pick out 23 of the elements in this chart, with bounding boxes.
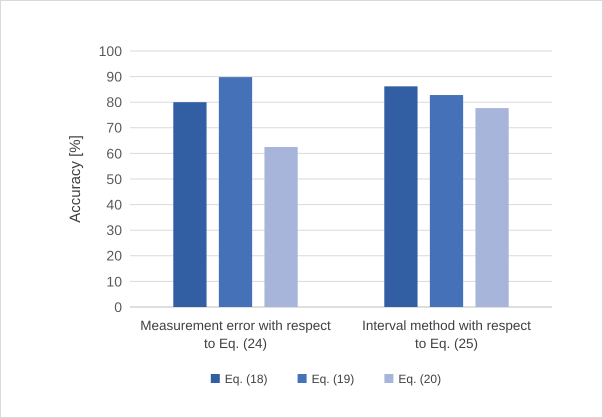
y-tick-label: 50 bbox=[106, 170, 122, 187]
bar bbox=[384, 86, 418, 307]
x-tick-label: Measurement error with respect to Eq. (24) bbox=[140, 318, 332, 351]
legend-label: Eq. (18) bbox=[224, 372, 268, 386]
y-tick-label: 40 bbox=[106, 196, 122, 212]
y-tick-label: 10 bbox=[106, 273, 122, 290]
y-tick-label: 70 bbox=[106, 120, 122, 136]
y-axis-title: Accuracy [%] bbox=[67, 135, 84, 223]
y-tick-label: 30 bbox=[106, 222, 122, 238]
bar bbox=[430, 95, 464, 307]
y-tick-label: 100 bbox=[98, 42, 122, 59]
y-tick-label: 20 bbox=[106, 248, 122, 264]
y-tick-label: 0 bbox=[114, 298, 122, 315]
bar bbox=[218, 77, 252, 307]
y-tick-label: 90 bbox=[106, 68, 122, 84]
legend-label: Eq. (19) bbox=[312, 372, 354, 386]
bar bbox=[173, 102, 207, 307]
y-tick-label: 60 bbox=[106, 145, 122, 162]
bar bbox=[475, 108, 509, 307]
bar bbox=[264, 147, 298, 307]
legend-label: Eq. (20) bbox=[398, 372, 442, 386]
y-tick-label: 80 bbox=[106, 94, 122, 110]
x-tick-label: Interval method with respect to Eq. (25) bbox=[362, 318, 532, 351]
